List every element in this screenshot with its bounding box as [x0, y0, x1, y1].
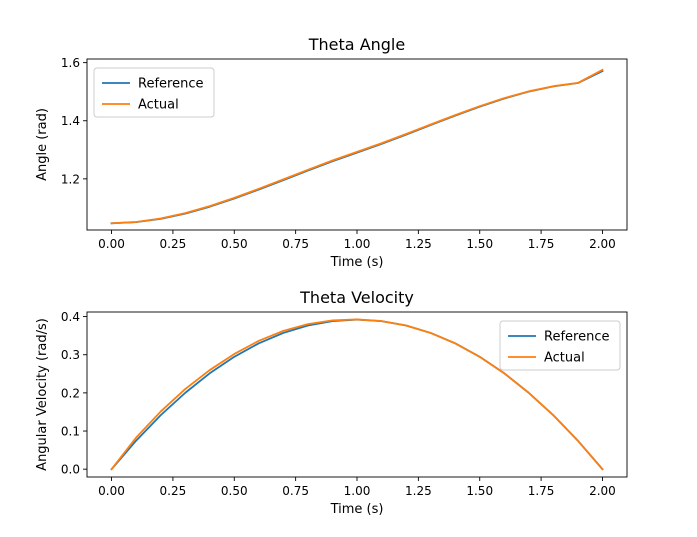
y-tick-label: 0.4: [61, 310, 80, 324]
legend-label-actual: Actual: [138, 98, 179, 113]
x-tick-label: 1.50: [466, 237, 493, 251]
x-tick-label: 0.00: [98, 237, 125, 251]
x-tick-label: 1.50: [466, 484, 493, 498]
x-tick-label: 0.25: [160, 237, 187, 251]
y-tick-label: 0.3: [61, 348, 80, 362]
series-line-actual: [110, 68, 604, 225]
y-tick-label: 1.2: [61, 172, 80, 186]
y-tick-label: 1.6: [61, 56, 80, 70]
legend: Reference Actual: [499, 320, 621, 371]
x-tick-label: 1.00: [344, 484, 371, 498]
series-line-actual: [110, 318, 604, 471]
chart-title: Theta Angle: [308, 35, 405, 54]
x-tick-label: 0.75: [282, 484, 309, 498]
legend-label-actual: Actual: [544, 351, 585, 366]
x-tick-label: 0.00: [98, 484, 125, 498]
chart-title: Theta Velocity: [299, 288, 414, 307]
x-tick-label: 1.75: [528, 237, 555, 251]
x-tick-label: 2.00: [589, 484, 616, 498]
x-tick-label: 0.50: [221, 484, 248, 498]
x-tick-label: 1.25: [405, 484, 432, 498]
y-tick-label: 0.2: [61, 386, 80, 400]
legend-label-reference: Reference: [138, 77, 203, 92]
y-tick-label: 1.4: [61, 114, 80, 128]
x-tick-label: 0.25: [160, 484, 187, 498]
chart-1: Theta Angle 0.00 0.25 0.50 0.75 1.00 1.25 1.50 1…: [35, 35, 628, 270]
legend-label-reference: Reference: [544, 330, 609, 345]
y-axis-label: Angle (rad): [35, 108, 50, 181]
y-axis-label: Angular Velocity (rad/s): [35, 318, 50, 471]
legend: Reference Actual: [93, 67, 215, 118]
x-axis-label: Time (s): [330, 255, 384, 270]
x-tick-label: 2.00: [589, 237, 616, 251]
y-tick-label: 0.1: [61, 425, 80, 439]
x-tick-label: 0.50: [221, 237, 248, 251]
x-tick-label: 0.75: [282, 237, 309, 251]
x-tick-label: 1.00: [344, 237, 371, 251]
chart-2: Theta Velocity 0.00 0.25 0.50 0.75 1.00 1.25 1.…: [35, 288, 628, 517]
x-axis-label: Time (s): [330, 502, 384, 517]
x-tick-label: 1.25: [405, 237, 432, 251]
x-tick-label: 1.75: [528, 484, 555, 498]
y-tick-label: 0.0: [61, 463, 80, 477]
